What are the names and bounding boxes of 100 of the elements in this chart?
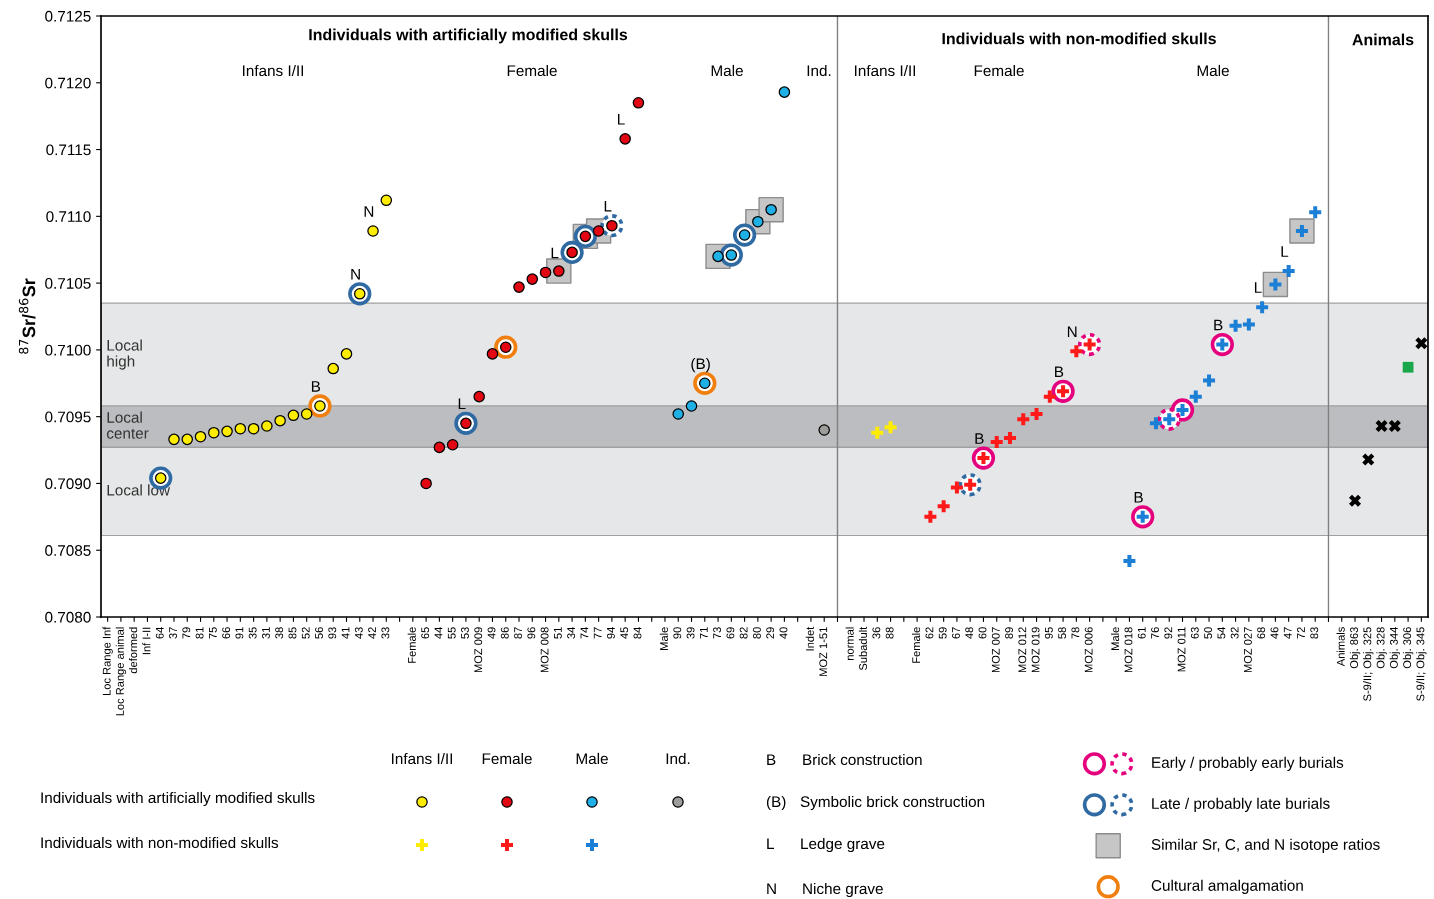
x-tick-label: 91	[235, 627, 244, 639]
text: L	[767, 838, 774, 849]
x-tick-label: deformed	[129, 627, 138, 674]
x-tick-label: 74	[580, 627, 589, 639]
point	[300, 408, 313, 420]
text: (B)	[766, 795, 786, 811]
point	[327, 362, 340, 375]
x-tick-label: MOZ 019	[1031, 627, 1040, 673]
text: N	[767, 883, 776, 894]
y-tick-label: 0.7100	[45, 344, 91, 356]
point	[194, 430, 207, 443]
point	[433, 441, 446, 454]
x-tick-label: 33	[381, 627, 390, 639]
x-tick-label: Inf I-II	[142, 627, 151, 655]
annotation: N	[364, 206, 374, 217]
y-tick-label: 0.7080	[45, 611, 91, 623]
point	[380, 194, 393, 207]
x-tick-label: MOZ 012	[1018, 627, 1027, 673]
text: Female	[482, 752, 532, 765]
x-tick-label: 55	[447, 627, 456, 639]
x-tick-label: 92	[1164, 627, 1173, 639]
x-tick-label: Animals	[1336, 627, 1345, 667]
point	[1189, 390, 1202, 403]
x-tick-label: Male	[1110, 627, 1120, 650]
x-tick-label: 89	[1005, 627, 1013, 639]
y-tick-label: 0.7125	[45, 10, 91, 22]
x-tick-label: MOZ 008	[540, 627, 549, 673]
x-tick-label: 80	[752, 627, 761, 639]
x-tick-label: Male	[659, 627, 668, 650]
x-tick-label: MOZ 009	[474, 627, 483, 673]
x-tick-label: MOZ 1-51	[819, 627, 828, 676]
annotation: (B)	[691, 357, 710, 373]
x-tick-label: 77	[593, 627, 602, 639]
annotation: B	[1214, 319, 1223, 331]
point	[526, 273, 539, 285]
annotation: B	[311, 381, 321, 392]
point	[685, 400, 698, 412]
point	[287, 409, 300, 422]
x-tick-label: 58	[1058, 627, 1067, 639]
point	[1282, 265, 1295, 278]
band-label: Local center	[106, 411, 149, 439]
point	[261, 420, 273, 432]
x-tick-label: 34	[567, 627, 576, 639]
x-tick-label: 71	[700, 627, 708, 639]
text: Symbolic brick construction	[800, 795, 985, 811]
x-tick-label: 85	[288, 627, 297, 639]
x-tick-label: 44	[434, 627, 443, 639]
y-tick-label: 0.7085	[45, 545, 91, 556]
x-tick-label: Female	[911, 627, 921, 663]
x-tick-label: Obj. 344	[1389, 627, 1400, 669]
x-tick-label: 47	[1283, 627, 1292, 639]
y-tick-label: 0.7105	[45, 277, 91, 289]
annotation: L	[458, 398, 466, 410]
x-tick-label: Obj. 328	[1376, 627, 1387, 669]
x-tick-label: 62	[925, 627, 934, 639]
x-tick-label: 67	[952, 627, 960, 639]
point	[1070, 345, 1083, 358]
x-tick-label: 61	[1137, 627, 1146, 639]
point	[168, 433, 180, 446]
point	[1388, 420, 1401, 433]
x-tick-label: MOZ 006	[1084, 627, 1093, 673]
x-tick-label: 75	[209, 627, 217, 639]
x-tick-label: 50	[1204, 627, 1213, 639]
point	[950, 481, 963, 494]
x-tick-label: 66	[222, 627, 231, 639]
point	[181, 433, 194, 446]
x-tick-label: 86	[500, 627, 509, 639]
point	[818, 424, 830, 436]
x-tick-label: 53	[461, 627, 469, 639]
x-tick-label: S-9/II; Obj. 345	[1416, 627, 1427, 701]
x-tick-label: 51	[554, 627, 562, 639]
x-tick-label: MOZ 011	[1177, 627, 1186, 672]
x-tick-label: 68	[1257, 627, 1266, 639]
x-tick-label: 40	[779, 627, 788, 639]
point	[420, 477, 432, 490]
x-tick-label: 52	[301, 627, 310, 639]
text: Individuals with artificially modified skulls	[41, 791, 315, 807]
text: Individuals with non-modified skulls	[41, 836, 279, 849]
x-tick-label: 54	[1217, 627, 1226, 639]
x-tick-label: Subadult	[858, 626, 868, 671]
y-tick-label: 0.7090	[45, 478, 91, 490]
annotation: Female	[507, 64, 557, 77]
x-tick-label: 65	[421, 627, 430, 639]
point	[1003, 432, 1017, 445]
text: Niche grave	[803, 882, 883, 898]
annotation: Ind.	[807, 64, 831, 77]
point	[1030, 407, 1043, 421]
point	[632, 97, 645, 109]
annotation: B	[975, 433, 984, 444]
annotation: L	[551, 247, 559, 259]
point	[234, 422, 247, 435]
legend-label: Cultural amalgamation	[1151, 879, 1303, 894]
point	[513, 281, 525, 293]
annotation: N	[1067, 326, 1077, 337]
point	[1362, 453, 1375, 466]
annotation: L	[604, 200, 612, 212]
x-tick-label: 60	[978, 627, 987, 639]
annotation: B	[1055, 366, 1064, 378]
y-axis-title: $^{87}$Sr/$^{86}$Sr	[18, 278, 36, 354]
x-tick-label: 42	[368, 627, 376, 639]
